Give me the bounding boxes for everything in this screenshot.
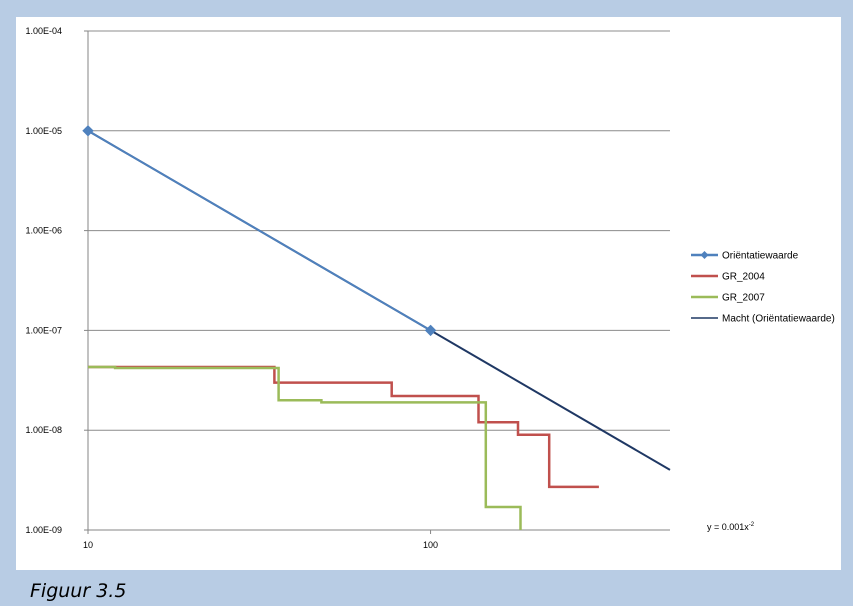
grid-layer [88,30,670,431]
y-tick-label: 1.00E-07 [25,325,62,335]
legend: Oriëntatiewaarde GR_2004 GR_2007 Macht (Ori… [691,251,835,325]
series-layer [82,125,671,530]
data-point-marker [82,125,94,137]
figure-caption: Figuur 3.5 [30,580,127,602]
legend-label: Oriëntatiewaarde [722,251,799,262]
x-tick-label: 100 [423,540,438,550]
equation-exponent: -2 [749,522,755,528]
trendline-equation: y = 0.001x-2 [707,522,755,532]
y-tick-label: 1.00E-04 [25,26,62,36]
y-tick-label: 1.00E-05 [25,126,62,136]
legend-label: GR_2007 [722,293,765,304]
series-line-gr-2007 [88,365,522,530]
y-tick-label: 1.00E-06 [25,226,62,236]
equation-base: y = 0.001x [707,522,749,532]
legend-label: GR_2004 [722,272,765,283]
axis-layer: 1.00E-09 1.00E-08 1.00E-07 1.00E-06 1.00E-05… [25,26,670,550]
legend-marker [700,251,709,259]
data-point-marker [424,324,437,337]
y-tick-label: 1.00E-09 [25,525,62,535]
y-tick-label: 1.00E-08 [25,425,62,435]
chart-panel: 1.00E-09 1.00E-08 1.00E-07 1.00E-06 1.00E-05… [16,17,841,570]
chart-svg: 1.00E-09 1.00E-08 1.00E-07 1.00E-06 1.00E-05… [25,26,835,550]
series-line-gr-2004 [88,365,599,489]
x-tick-label: 10 [83,540,93,550]
series-line-ori-ntatiewaarde [87,129,432,332]
legend-label: Macht (Oriëntatiewaarde) [722,314,835,325]
